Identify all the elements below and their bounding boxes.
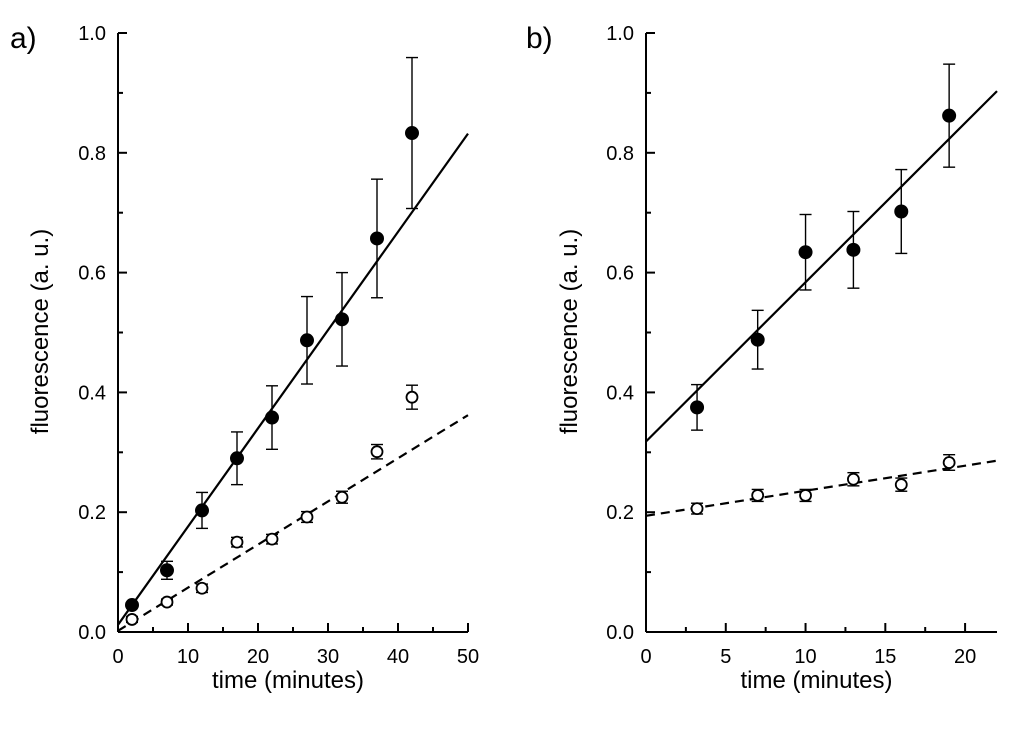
y-tick-label: 0.6: [78, 263, 106, 285]
data-point-open: [230, 535, 244, 549]
data-point-filled: [942, 108, 957, 123]
data-point-filled: [230, 451, 244, 466]
data-point-open: [125, 613, 139, 626]
data-point-open: [690, 502, 704, 516]
x-tick-label: 0: [112, 646, 123, 668]
y-tick-label: 0.8: [78, 143, 106, 165]
x-tick-label: 5: [720, 646, 731, 668]
y-tick-label: 0.2: [78, 502, 106, 524]
fit-line-open: [117, 414, 469, 632]
y-tick-label: 0.4: [78, 382, 106, 404]
x-axis-label: time (minutes): [740, 667, 892, 694]
data-point-open: [160, 595, 174, 609]
y-tick-label: 1.0: [78, 23, 106, 45]
y-tick-label: 0.8: [606, 143, 634, 165]
data-point-filled: [750, 332, 765, 347]
data-point-filled: [405, 126, 419, 141]
x-tick-label: 0: [640, 646, 651, 668]
y-tick-label: 0.6: [606, 263, 634, 285]
y-tick-label: 0.4: [606, 382, 634, 404]
panel-label: b): [526, 22, 553, 55]
x-tick-label: 50: [457, 646, 479, 668]
x-tick-label: 20: [247, 646, 269, 668]
data-point-filled: [125, 598, 139, 613]
x-axis-label: time (minutes): [212, 667, 364, 694]
data-point-filled: [846, 242, 861, 257]
data-point-open: [195, 581, 209, 595]
data-point-filled: [894, 204, 909, 219]
data-point-filled: [160, 563, 174, 578]
x-tick-label: 30: [317, 646, 339, 668]
panel-label: a): [10, 22, 37, 55]
data-point-open: [405, 390, 419, 404]
data-point-open: [799, 489, 812, 502]
fit-line-filled: [117, 132, 469, 626]
fit-line-filled: [645, 90, 998, 443]
data-point-open: [300, 510, 314, 524]
x-tick-label: 10: [794, 646, 816, 668]
data-point-open: [335, 490, 349, 504]
data-point-filled: [195, 503, 209, 518]
y-axis-label: fluorescence (a. u.): [27, 229, 54, 434]
y-axis-label: fluorescence (a. u.): [556, 229, 583, 434]
data-point-open: [265, 532, 279, 546]
x-tick-label: 20: [954, 646, 976, 668]
data-point-open: [847, 472, 860, 486]
x-tick-label: 10: [177, 646, 199, 668]
data-point-filled: [798, 245, 813, 260]
y-tick-label: 0.0: [78, 622, 106, 644]
data-point-open: [942, 456, 956, 469]
data-point-filled: [265, 410, 279, 425]
x-tick-label: 40: [387, 646, 409, 668]
x-tick-label: 15: [874, 646, 896, 668]
y-tick-label: 0.0: [606, 622, 634, 644]
y-tick-label: 1.0: [606, 23, 634, 45]
data-point-open: [370, 445, 384, 459]
data-point-filled: [370, 231, 384, 246]
data-point-filled: [300, 333, 314, 348]
y-tick-label: 0.2: [606, 502, 634, 524]
data-point-filled: [335, 312, 349, 327]
data-point-open: [894, 478, 908, 492]
data-point-filled: [690, 400, 705, 415]
data-point-open: [751, 489, 765, 502]
